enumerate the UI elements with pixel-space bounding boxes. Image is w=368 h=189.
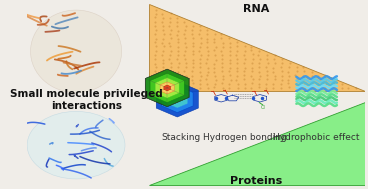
Text: Cl: Cl <box>261 105 265 110</box>
Polygon shape <box>162 86 193 113</box>
Text: Proteins: Proteins <box>230 176 283 186</box>
Polygon shape <box>145 69 189 107</box>
Polygon shape <box>150 73 184 103</box>
Polygon shape <box>156 81 198 117</box>
Text: Small molecule privileged
interactions: Small molecule privileged interactions <box>10 89 163 111</box>
Text: Hydrogen bonding: Hydrogen bonding <box>203 133 287 142</box>
Text: Hydrophobic effect: Hydrophobic effect <box>273 133 360 142</box>
Text: Stacking: Stacking <box>161 133 200 142</box>
Ellipse shape <box>31 10 122 93</box>
Polygon shape <box>160 82 174 94</box>
Polygon shape <box>167 90 188 108</box>
Text: RNA: RNA <box>243 4 270 13</box>
Polygon shape <box>149 5 365 91</box>
Ellipse shape <box>27 111 125 179</box>
Polygon shape <box>149 102 365 184</box>
Polygon shape <box>164 85 170 91</box>
Polygon shape <box>155 78 179 98</box>
